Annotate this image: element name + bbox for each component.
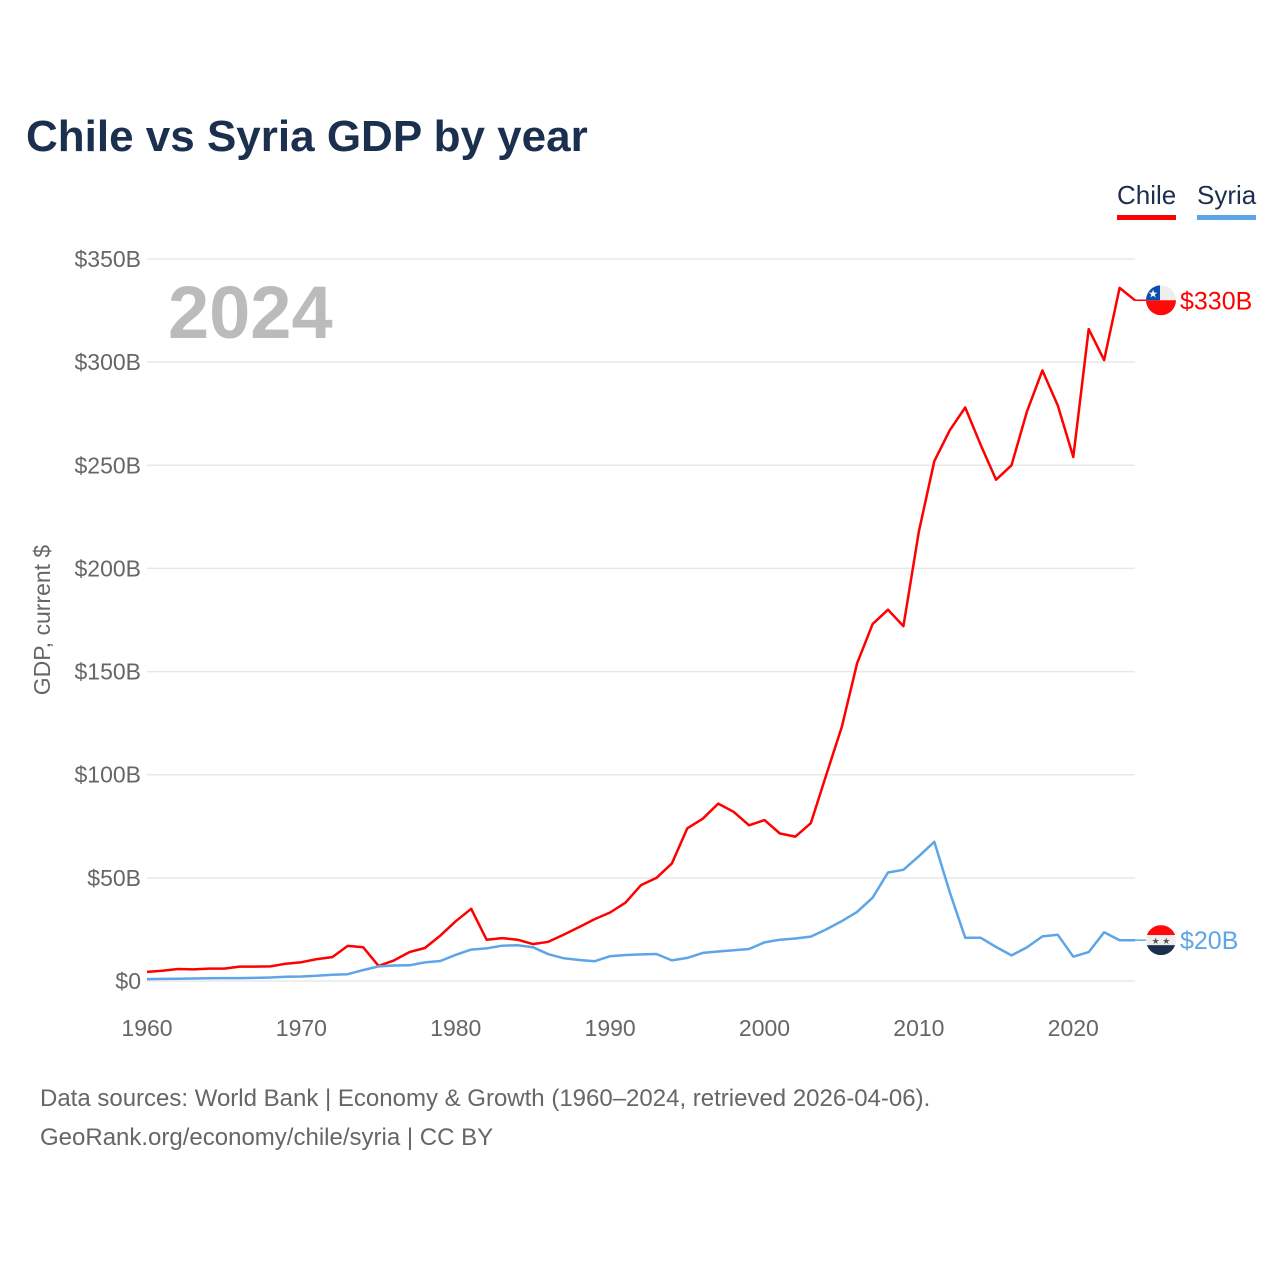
series-line-chile bbox=[146, 286, 1136, 974]
end-value-label-chile: $330B bbox=[1180, 287, 1252, 315]
x-tick-label: 2010 bbox=[893, 1015, 944, 1041]
y-tick-label: $350B bbox=[74, 246, 141, 272]
x-tick-label: 2020 bbox=[1048, 1015, 1099, 1041]
x-tick-label: 1980 bbox=[430, 1015, 481, 1041]
end-value-label-syria: $20B bbox=[1180, 927, 1238, 955]
flag-chile-icon: ★ bbox=[1146, 285, 1176, 316]
flag-stripe bbox=[1146, 300, 1176, 316]
y-tick-label: $300B bbox=[74, 349, 141, 375]
y-tick-label: $250B bbox=[74, 452, 141, 478]
legend-item-syria[interactable]: Syria bbox=[1197, 180, 1257, 220]
flag-syria-icon: ★ ★ bbox=[1146, 925, 1176, 956]
year-indicator: 2024 bbox=[168, 271, 333, 354]
series-line-syria bbox=[146, 840, 1135, 981]
y-axis-label: GDP, current $ bbox=[29, 545, 55, 696]
y-tick-label: $100B bbox=[74, 762, 141, 788]
chart-title: Chile vs Syria GDP by year bbox=[26, 112, 588, 161]
y-tick-label: $50B bbox=[87, 865, 141, 891]
legend-item-chile[interactable]: Chile bbox=[1117, 180, 1177, 220]
y-tick-label: $150B bbox=[74, 659, 141, 685]
footer-credit[interactable]: GeoRank.org/economy/chile/syria | CC BY bbox=[40, 1124, 494, 1151]
x-tick-label: 2000 bbox=[739, 1015, 790, 1041]
x-tick-label: 1990 bbox=[585, 1015, 636, 1041]
star-icon: ★ ★ bbox=[1152, 936, 1171, 946]
y-tick-label: $0 bbox=[115, 968, 141, 994]
star-icon: ★ bbox=[1148, 288, 1158, 300]
flag-stripe bbox=[1146, 935, 1176, 946]
footer-sources: Data sources: World Bank | Economy & Gro… bbox=[40, 1085, 931, 1112]
flag-stripe bbox=[1146, 945, 1176, 956]
y-tick-label: $200B bbox=[74, 555, 141, 581]
x-tick-label: 1970 bbox=[276, 1015, 327, 1041]
x-tick-label: 1960 bbox=[121, 1015, 172, 1041]
flag-stripe bbox=[1146, 925, 1176, 936]
